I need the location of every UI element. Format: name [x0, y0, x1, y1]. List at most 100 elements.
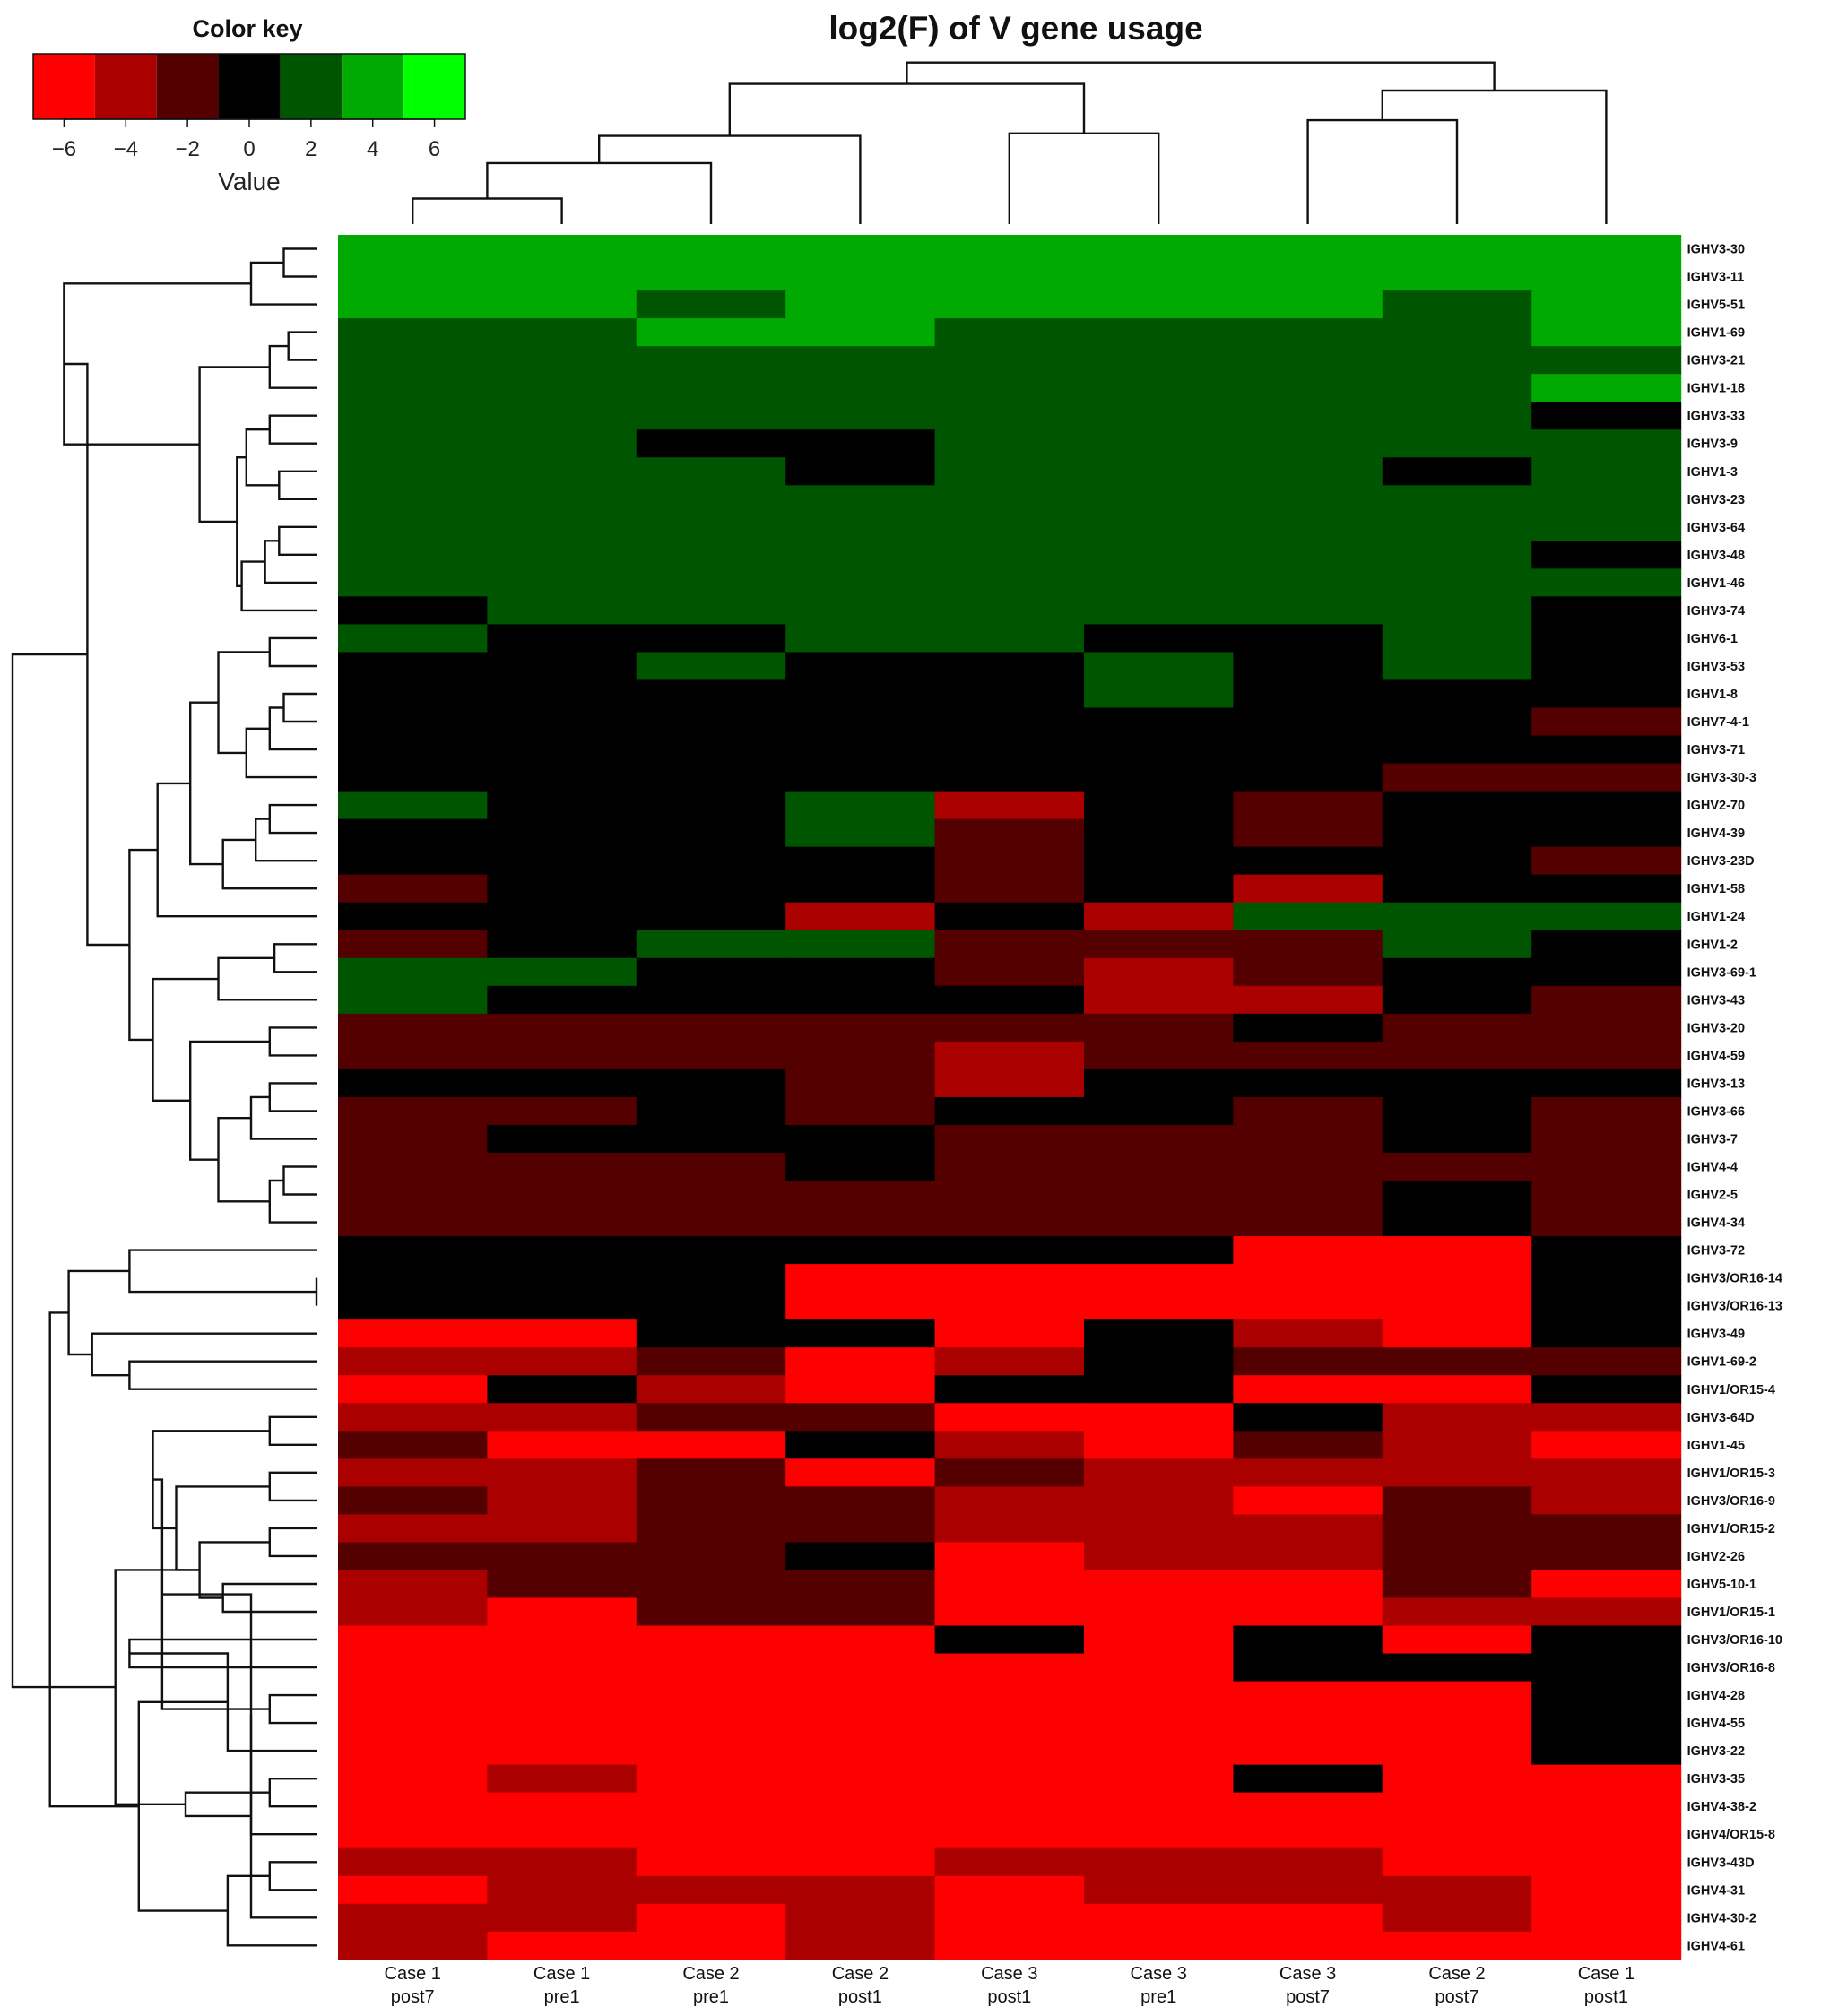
- heatmap-cell: [1382, 874, 1532, 904]
- heatmap-cell: [636, 985, 786, 1015]
- heatmap-cell: [338, 318, 488, 347]
- heatmap-cell: [1084, 263, 1234, 291]
- row-label: IGHV3-11: [1687, 271, 1745, 285]
- row-label: IGHV3/OR16-13: [1687, 1300, 1782, 1314]
- heatmap-cell: [636, 1152, 786, 1181]
- heatmap-cell: [338, 930, 488, 959]
- row-label: IGHV7-4-1: [1687, 715, 1749, 730]
- heatmap-cell: [338, 1681, 488, 1710]
- heatmap-cell: [487, 791, 637, 820]
- row-label: IGHV3-23: [1687, 493, 1745, 507]
- heatmap-cell: [1233, 568, 1383, 597]
- heatmap-cell: [1084, 1514, 1234, 1544]
- heatmap-cell: [934, 930, 1085, 959]
- column-label: post7: [391, 1987, 435, 2007]
- row-label: IGHV2-70: [1687, 799, 1745, 813]
- row-label: IGHV1-46: [1687, 576, 1745, 591]
- heatmap-cell: [785, 1486, 936, 1515]
- heatmap-cell: [1233, 1820, 1383, 1849]
- heatmap-cell: [1531, 263, 1682, 291]
- heatmap-cell: [636, 1820, 786, 1849]
- row-label: IGHV4/OR15-8: [1687, 1828, 1775, 1842]
- row-dendrogram-branch: [217, 651, 270, 755]
- heatmap-cell: [487, 763, 637, 792]
- heatmap-cell: [338, 374, 488, 402]
- heatmap-cell: [1233, 1013, 1383, 1043]
- heatmap-cell: [934, 1181, 1085, 1209]
- heatmap-cell: [785, 1681, 936, 1710]
- row-dendrogram-branch: [268, 1415, 317, 1446]
- heatmap-cell: [1382, 652, 1532, 681]
- heatmap-cell: [636, 1264, 786, 1293]
- row-dendrogram-branch: [268, 636, 317, 668]
- heatmap-cell: [1382, 1375, 1532, 1404]
- heatmap-cell: [636, 541, 786, 569]
- row-label: IGHV3/OR16-10: [1687, 1633, 1782, 1648]
- heatmap-cell: [1233, 1152, 1383, 1181]
- column-dendrogram-branch: [1008, 132, 1160, 224]
- heatmap-cell: [1382, 818, 1532, 848]
- heatmap-cell: [338, 791, 488, 820]
- row-dendrogram-branch: [268, 1179, 317, 1224]
- heatmap-cell: [1084, 707, 1234, 737]
- color-key-swatch: [156, 54, 219, 119]
- heatmap-cell: [487, 1375, 637, 1404]
- heatmap-cell: [487, 1847, 637, 1877]
- heatmap-cell: [934, 1069, 1085, 1098]
- heatmap-cell: [338, 1792, 488, 1821]
- row-label: IGHV4-38-2: [1687, 1800, 1756, 1814]
- heatmap-cell: [1233, 818, 1383, 848]
- heatmap-cell: [1233, 402, 1383, 430]
- heatmap-cell: [934, 735, 1085, 765]
- heatmap-cell: [487, 1152, 637, 1181]
- heatmap-cell: [1382, 1709, 1532, 1738]
- heatmap-cell: [636, 874, 786, 904]
- heatmap-cell: [785, 1069, 936, 1098]
- row-dendrogram-branch: [268, 803, 317, 835]
- heatmap-cell: [338, 1403, 488, 1432]
- row-label: IGHV3/OR16-9: [1687, 1494, 1775, 1509]
- heatmap-cell: [636, 1570, 786, 1599]
- row-label: IGHV3-71: [1687, 743, 1745, 757]
- heatmap-cell: [934, 679, 1085, 709]
- heatmap-cell: [934, 263, 1085, 291]
- heatmap-cell: [934, 1847, 1085, 1877]
- heatmap-cell: [1382, 902, 1532, 931]
- row-label: IGHV3-43: [1687, 993, 1745, 1008]
- heatmap-cell: [338, 596, 488, 626]
- heatmap-cell: [1531, 346, 1682, 375]
- row-label: IGHV3-33: [1687, 410, 1745, 424]
- heatmap-cell: [338, 707, 488, 737]
- heatmap-cell: [338, 1514, 488, 1544]
- heatmap-cell: [934, 1096, 1085, 1126]
- row-label: IGHV1-24: [1687, 910, 1745, 924]
- heatmap-cell: [785, 1542, 936, 1571]
- row-dendrogram-branch: [217, 956, 317, 1001]
- heatmap-cell: [636, 652, 786, 681]
- row-dendrogram-branch: [282, 247, 317, 278]
- heatmap-cell: [487, 1208, 637, 1237]
- column-label: pre1: [1140, 1987, 1176, 2007]
- heatmap-cell: [1531, 1653, 1682, 1683]
- heatmap-cell: [1084, 1709, 1234, 1738]
- heatmap-cell: [636, 1181, 786, 1209]
- heatmap-cell: [1233, 1292, 1383, 1320]
- heatmap-cell: [487, 1264, 637, 1293]
- heatmap-cell: [934, 1347, 1085, 1376]
- heatmap-cell: [785, 235, 936, 264]
- heatmap-cell: [785, 1597, 936, 1627]
- heatmap-cell: [934, 1514, 1085, 1544]
- heatmap-cell: [338, 1264, 488, 1293]
- heatmap-cell: [1233, 457, 1383, 486]
- heatmap-cell: [1233, 652, 1383, 681]
- heatmap-cell: [636, 679, 786, 709]
- heatmap-cell: [636, 290, 786, 319]
- heatmap-cell: [1382, 624, 1532, 653]
- heatmap-cell: [487, 874, 637, 904]
- heatmap-cell: [1233, 290, 1383, 319]
- column-label: Case 1: [385, 1964, 441, 1984]
- row-dendrogram-branch: [282, 692, 317, 723]
- heatmap-cell: [1531, 374, 1682, 402]
- heatmap-cell: [1084, 318, 1234, 347]
- heatmap-cell: [636, 902, 786, 931]
